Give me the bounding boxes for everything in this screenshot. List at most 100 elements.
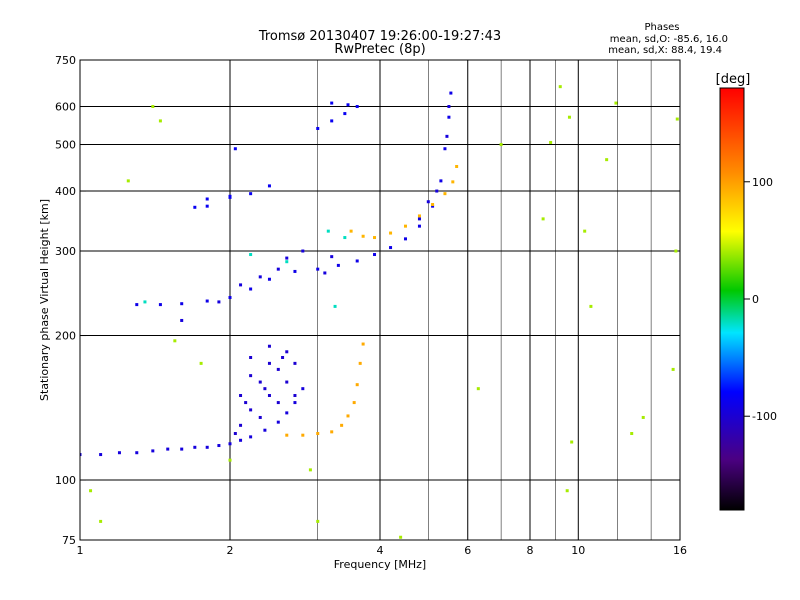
echo-point [285,433,289,437]
echo-point [301,387,305,391]
x-axis-label: Frequency [MHz] [334,558,426,571]
x-tick-label: 4 [377,544,384,557]
echo-point [541,217,545,221]
echo-point [228,194,232,198]
colorbar-tick-label: 0 [752,293,759,306]
colorbar-tick-label: 100 [752,176,773,189]
echo-point [671,367,675,371]
echo-point [285,411,289,415]
y-tick-label: 75 [62,534,76,547]
echo-point [361,234,365,238]
echo-point [285,350,289,354]
echo-point [426,200,430,204]
echo-point [389,231,393,235]
echo-point [285,256,289,260]
echo-point [228,458,232,462]
echo-point [451,180,455,184]
echo-point [403,224,407,228]
echo-point [217,444,221,448]
echo-point [346,414,350,418]
phase-stats-title: Phases [644,22,679,33]
echo-point [89,489,93,493]
echo-point [445,134,449,138]
echo-point [399,535,403,539]
echo-point [239,283,243,287]
chart-title: Tromsø 20130407 19:26:00-19:27:43 [258,29,501,44]
x-tick-label: 2 [227,544,234,557]
echo-point [267,184,271,188]
echo-point [135,451,139,455]
echo-point [476,387,480,391]
echo-point [403,237,407,241]
echo-point [276,401,280,405]
phase-stats: Phases mean, sd,O: -85.6, 16.0 mean, sd,… [608,22,728,56]
echo-point [326,229,330,233]
echo-point [143,300,147,304]
echo-point [205,445,209,449]
echo-point [316,126,320,130]
echo-point [126,179,130,183]
plot-frame [79,59,681,541]
echo-point [217,300,221,304]
echo-point [244,401,248,405]
echo-point [249,408,253,412]
echo-point [293,269,297,273]
echo-point [258,275,262,279]
echo-point [228,442,232,446]
echo-point [549,140,553,144]
echo-point [180,447,184,451]
data-points [80,85,679,539]
echo-point [330,430,334,434]
echo-point [316,519,320,523]
echo-point [301,433,305,437]
echo-point [249,435,253,439]
echo-point [249,374,253,378]
echo-point [389,246,393,250]
echo-point [205,204,209,208]
echo-point [267,344,271,348]
echo-point [567,115,571,119]
echo-point [417,214,421,218]
echo-point [373,253,377,257]
echo-point [316,432,320,436]
echo-point [239,423,243,427]
echo-point [641,415,645,419]
echo-point [267,394,271,398]
echo-point [249,355,253,359]
echo-point [285,260,289,264]
echo-point [293,401,297,405]
echo-point [233,432,237,436]
echo-point [614,101,618,105]
phase-stats-x: mean, sd,X: 88.4, 19.4 [608,45,722,56]
y-tick-label: 500 [55,139,76,152]
echo-point [293,361,297,365]
echo-point [330,255,334,259]
echo-point [193,445,197,449]
echo-point [158,119,162,123]
echo-point [276,420,280,424]
echo-point [443,147,447,151]
x-tick-label: 1 [77,544,84,557]
echo-point [180,302,184,306]
echo-point [267,277,271,281]
echo-point [151,449,155,453]
echo-point [674,249,678,253]
echo-point [431,202,435,206]
phase-stats-o: mean, sd,O: -85.6, 16.0 [610,34,728,45]
echo-point [565,489,569,493]
echo-point [330,101,334,105]
y-tick-label: 600 [55,101,76,114]
y-tick-label: 100 [55,474,76,487]
echo-point [346,103,350,107]
echo-point [135,303,139,307]
echo-point [570,440,574,444]
echo-point [249,287,253,291]
echo-point [249,192,253,196]
echo-point [158,303,162,307]
echo-point [301,249,305,253]
echo-point [276,367,280,371]
echo-point [263,428,267,432]
echo-point [267,361,271,365]
